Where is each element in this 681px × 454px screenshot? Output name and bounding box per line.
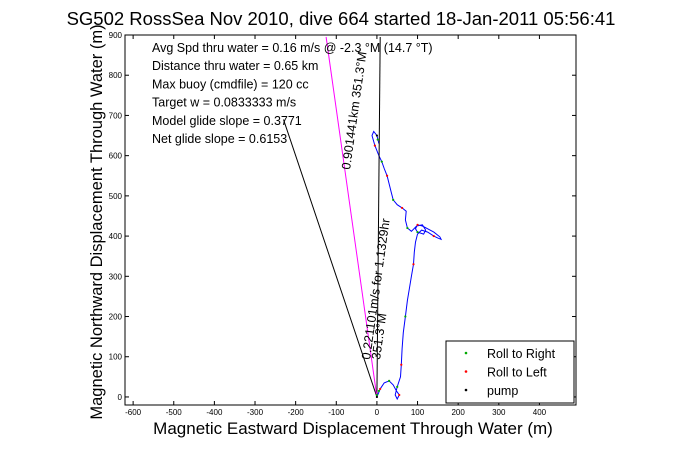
legend-marker-0	[464, 351, 468, 355]
marker-point-0	[380, 160, 383, 163]
legend-label: pump	[487, 384, 518, 398]
marker-point-1	[400, 363, 403, 366]
series-line-3	[325, 36, 378, 398]
legend-label: Roll to Left	[487, 366, 547, 380]
annotation-line: Net glide slope = 0.6153	[152, 132, 287, 146]
y-tick-label: 300	[109, 272, 123, 281]
rotated-label-direction: 351.3°M	[369, 312, 389, 360]
x-tick-label: 100	[411, 408, 425, 417]
marker-point-2	[375, 395, 379, 399]
marker-point-1	[416, 223, 419, 226]
marker-point-0	[387, 379, 391, 382]
chart-title: SG502 RossSea Nov 2010, dive 664 started…	[67, 8, 616, 29]
y-tick-label: 100	[109, 353, 123, 362]
legend-label: Roll to Right	[487, 347, 556, 361]
annotation-line: Model glide slope = 0.3771	[152, 114, 302, 128]
marker-point-0	[375, 393, 379, 397]
marker-point-1	[398, 393, 401, 397]
marker-point-0	[377, 389, 381, 393]
series-layer	[283, 36, 443, 401]
marker-layer	[373, 134, 435, 399]
marker-point-1	[385, 174, 389, 177]
x-tick-label: -600	[125, 408, 142, 417]
y-tick-label: 200	[109, 313, 123, 322]
annotation-line: Distance thru water = 0.65 km	[152, 59, 318, 73]
marker-point-0	[406, 226, 409, 230]
x-tick-label: 0	[375, 408, 380, 417]
marker-point-2	[375, 134, 379, 137]
x-tick-label: -400	[206, 408, 223, 417]
series-line-0	[371, 130, 443, 401]
annotation-block: Avg Spd thru water = 0.16 m/s @ -2.3 °M …	[152, 41, 433, 146]
y-axis-label: Magnetic Northward Displacement Through …	[88, 24, 106, 419]
marker-point-1	[401, 206, 404, 210]
annotation-line: Avg Spd thru water = 0.16 m/s @ -2.3 °M …	[152, 41, 433, 55]
x-tick-label: 400	[533, 408, 547, 417]
x-tick-label: -200	[288, 408, 305, 417]
x-tick-label: 300	[492, 408, 506, 417]
y-tick-label: 600	[109, 152, 123, 161]
y-tick-label: 800	[109, 71, 123, 80]
marker-point-0	[392, 198, 395, 201]
x-axis: -600 -500 -400 -300 -200 -100 0 100 200 300 400	[125, 35, 547, 417]
marker-point-0	[396, 385, 399, 389]
series-line-2	[376, 36, 381, 398]
marker-point-0	[416, 230, 419, 234]
marker-point-0	[404, 315, 407, 318]
y-tick-label: 700	[109, 111, 123, 120]
y-tick-label: 500	[109, 192, 123, 201]
marker-point-1	[432, 234, 435, 238]
series-line-1	[283, 119, 378, 398]
x-tick-label: 200	[451, 408, 465, 417]
y-tick-label: 400	[109, 232, 123, 241]
marker-point-0	[376, 138, 379, 141]
legend-marker-1	[464, 370, 468, 373]
x-tick-label: -500	[166, 408, 183, 417]
y-axis: 0 100 200 300 400 500 600 700 800 900	[109, 31, 576, 402]
legend-marker-2	[464, 388, 468, 392]
legend-box	[445, 340, 575, 404]
y-tick-label: 900	[109, 31, 123, 40]
marker-point-1	[412, 263, 415, 266]
x-axis-label: Magnetic Eastward Displacement Through W…	[153, 419, 553, 438]
x-tick-label: -100	[328, 408, 345, 417]
legend: Roll to Right Roll to Left pump	[445, 340, 575, 404]
marker-point-1	[379, 387, 382, 391]
y-tick-label: 0	[118, 393, 123, 402]
annotation-line: Target w = 0.0833333 m/s	[152, 96, 296, 110]
marker-point-1	[373, 144, 376, 147]
x-tick-label: -300	[247, 408, 264, 417]
annotation-line: Max buoy (cmdfile) = 120 cc	[152, 77, 309, 91]
